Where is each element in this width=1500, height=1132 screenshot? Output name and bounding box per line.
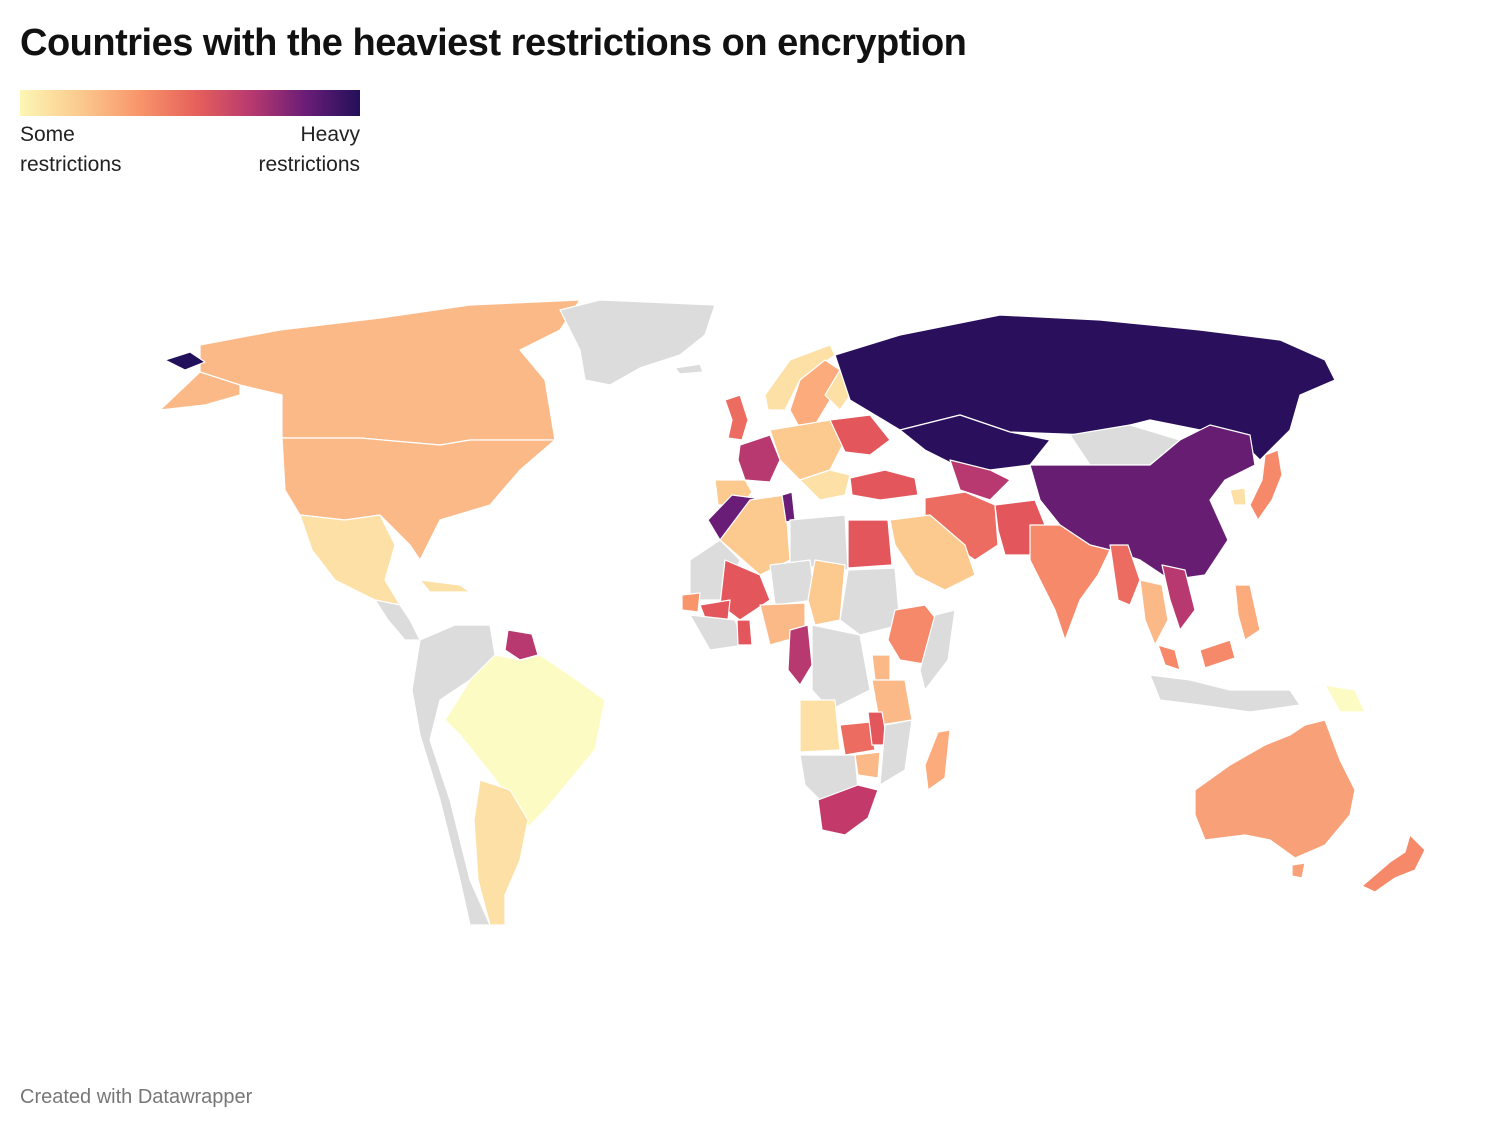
region-madagascar[interactable] — [924, 729, 951, 791]
legend-low-label: Some restrictions — [20, 120, 122, 180]
region-caribbean[interactable] — [419, 579, 471, 593]
region-canada[interactable] — [199, 299, 581, 446]
region-egypt[interactable] — [847, 519, 893, 569]
region-korea[interactable] — [1229, 487, 1247, 506]
region-sudan[interactable] — [839, 567, 901, 636]
datawrapper-credit[interactable]: Created with Datawrapper — [20, 1086, 253, 1108]
region-central-america[interactable] — [374, 599, 421, 641]
region-guianas[interactable] — [504, 629, 539, 661]
legend-low-label-line2: restrictions — [20, 153, 122, 176]
legend-gradient-bar — [20, 90, 360, 116]
region-chad[interactable] — [807, 559, 846, 626]
chart-title: Countries with the heaviest restrictions… — [20, 22, 967, 64]
region-somalia[interactable] — [919, 609, 956, 691]
region-tasmania[interactable] — [1291, 862, 1306, 879]
region-mexico[interactable] — [299, 514, 401, 606]
region-papua-new-guinea[interactable] — [1324, 684, 1366, 713]
color-legend: Some restrictions Heavy restrictions — [20, 90, 360, 180]
region-alaska-west[interactable] — [164, 351, 206, 371]
region-zambia[interactable] — [839, 721, 876, 756]
region-kenya[interactable] — [871, 654, 891, 681]
region-ghana[interactable] — [736, 619, 753, 646]
region-ukraine[interactable] — [829, 414, 891, 456]
region-new-zealand[interactable] — [1361, 834, 1426, 893]
region-thailand[interactable] — [1139, 579, 1169, 646]
region-vietnam[interactable] — [1161, 564, 1196, 631]
region-angola[interactable] — [799, 699, 841, 753]
region-central-asia-south[interactable] — [949, 459, 1011, 501]
region-mozambique[interactable] — [879, 719, 913, 786]
region-alaska[interactable] — [159, 371, 241, 411]
region-south-africa[interactable] — [817, 784, 879, 836]
legend-high-label: Heavy restrictions — [258, 120, 360, 180]
region-greenland[interactable] — [559, 299, 716, 386]
region-senegal[interactable] — [681, 592, 701, 613]
region-philippines[interactable] — [1234, 584, 1261, 641]
legend-high-label-line1: Heavy — [300, 123, 360, 146]
region-myanmar[interactable] — [1109, 544, 1141, 606]
region-cameroon[interactable] — [787, 624, 813, 686]
region-balkans[interactable] — [799, 469, 851, 501]
region-iceland[interactable] — [674, 363, 704, 375]
region-indonesia[interactable] — [1149, 674, 1301, 713]
region-united-kingdom[interactable] — [724, 394, 749, 441]
legend-high-label-line2: restrictions — [258, 153, 360, 176]
region-mali[interactable] — [719, 559, 771, 621]
region-turkey[interactable] — [849, 469, 919, 501]
legend-labels: Some restrictions Heavy restrictions — [20, 120, 360, 180]
region-northwest-south-america[interactable] — [411, 624, 496, 926]
legend-low-label-line1: Some — [20, 123, 75, 146]
region-australia[interactable] — [1194, 719, 1356, 859]
region-saudi-arabia[interactable] — [889, 514, 976, 591]
region-india[interactable] — [1029, 524, 1111, 641]
region-brazil[interactable] — [444, 654, 606, 831]
region-argentina[interactable] — [473, 779, 529, 926]
region-central-africa[interactable] — [811, 624, 871, 711]
region-france[interactable] — [737, 434, 781, 483]
region-zimbabwe[interactable] — [854, 751, 881, 779]
region-japan[interactable] — [1249, 449, 1283, 521]
region-malaysia[interactable] — [1157, 639, 1236, 671]
